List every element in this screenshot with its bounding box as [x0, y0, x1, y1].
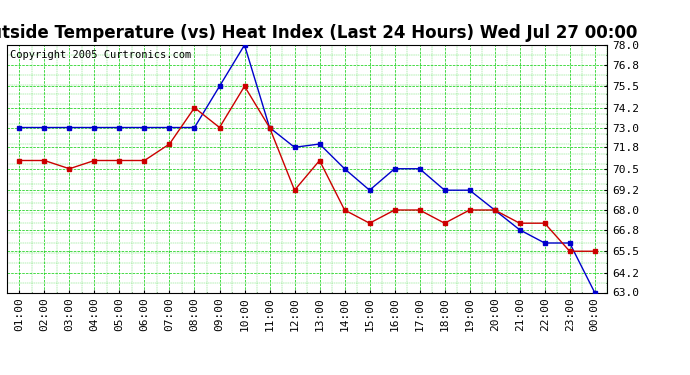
Text: Copyright 2005 Curtronics.com: Copyright 2005 Curtronics.com [10, 50, 191, 60]
Title: Outside Temperature (vs) Heat Index (Last 24 Hours) Wed Jul 27 00:00: Outside Temperature (vs) Heat Index (Las… [0, 24, 638, 42]
